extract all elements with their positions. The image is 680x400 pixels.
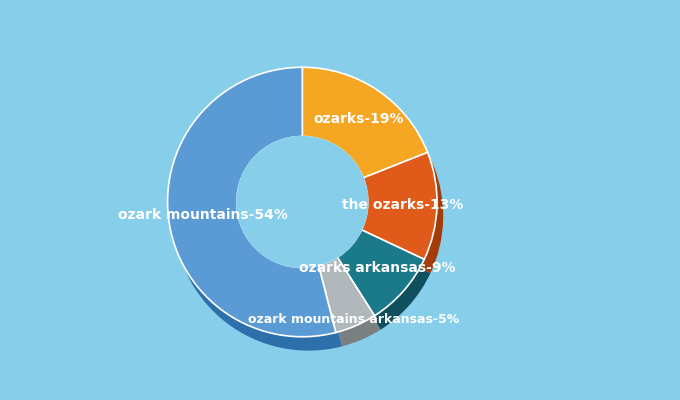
Wedge shape xyxy=(173,81,342,351)
Circle shape xyxy=(237,136,368,268)
Text: ozark mountains arkansas-5%: ozark mountains arkansas-5% xyxy=(248,313,459,326)
Text: the ozarks-13%: the ozarks-13% xyxy=(341,198,463,212)
Wedge shape xyxy=(318,257,375,332)
Text: ozarks arkansas-9%: ozarks arkansas-9% xyxy=(299,261,456,275)
Text: ozarks-19%: ozarks-19% xyxy=(313,112,404,126)
Text: ozark mountains-54%: ozark mountains-54% xyxy=(118,208,288,222)
Wedge shape xyxy=(325,271,381,346)
Wedge shape xyxy=(368,166,443,273)
Wedge shape xyxy=(337,230,424,316)
Wedge shape xyxy=(303,67,428,178)
Wedge shape xyxy=(309,81,434,192)
Wedge shape xyxy=(362,152,437,259)
Wedge shape xyxy=(343,244,430,330)
Wedge shape xyxy=(167,67,336,337)
